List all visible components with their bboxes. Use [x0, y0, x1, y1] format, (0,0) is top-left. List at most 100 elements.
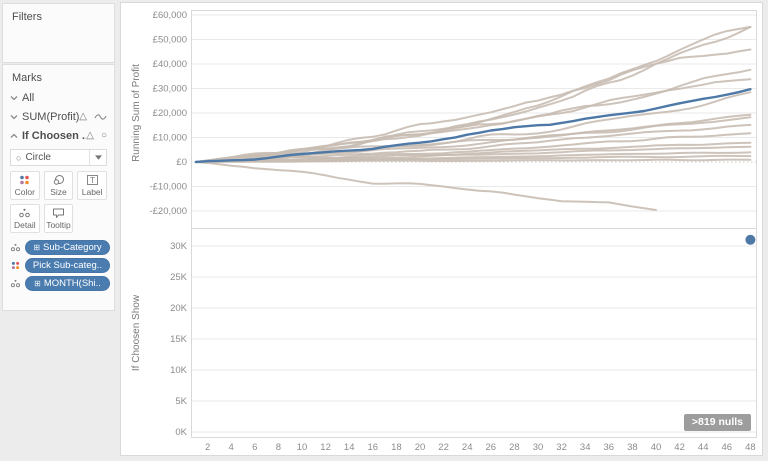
mark-type-dropdown[interactable]: ○ Circle	[10, 149, 107, 166]
detail-icon	[9, 278, 22, 289]
x-tick-label: 36	[604, 442, 615, 453]
marks-row-if-choosen[interactable]: If Choosen ... △ ○	[3, 126, 114, 145]
x-tick-label: 14	[344, 442, 355, 453]
circle-mark-icon: ○	[100, 129, 107, 141]
pill-pick-sub-category[interactable]: Pick Sub-categ..	[25, 258, 110, 273]
x-tick-label: 46	[722, 442, 733, 453]
pill-label: Sub-Category	[43, 242, 102, 253]
y-tick-label: £50,000	[153, 35, 187, 46]
delta-icon: △	[79, 110, 87, 122]
mark-type-label: Circle	[25, 152, 51, 163]
pill-sub-category[interactable]: ⊞ Sub-Category	[25, 240, 110, 255]
color-icon	[9, 260, 22, 271]
detail-button-label: Detail	[13, 220, 36, 230]
chevron-down-icon	[10, 95, 18, 100]
tooltip-button[interactable]: Tooltip	[43, 204, 74, 233]
marks-panel: Marks All SUM(Profit) △ If Choosen ... △…	[2, 64, 115, 311]
caret-down-icon	[94, 155, 102, 160]
pill-row: Pick Sub-categ..	[9, 258, 110, 273]
detail-icon	[19, 208, 31, 218]
delta-icon: △	[86, 129, 94, 141]
profit-line-context-1[interactable]	[194, 25, 752, 163]
x-tick-label: 10	[297, 442, 308, 453]
y-tick-label: £60,000	[153, 10, 187, 21]
x-tick-label: 44	[698, 442, 709, 453]
y-tick-label: £30,000	[153, 84, 187, 95]
detail-button[interactable]: Detail	[10, 204, 40, 233]
x-tick-label: 24	[462, 442, 473, 453]
y-tick-label: 20K	[170, 303, 188, 314]
marks-shelf-pills: ⊞ Sub-Category Pick Sub-categ.. ⊞ MONTH(…	[9, 240, 110, 291]
y-tick-label: 0K	[175, 427, 187, 438]
marks-row-label: If Choosen ...	[22, 129, 87, 142]
size-button-label: Size	[50, 187, 67, 197]
y-tick-label: £0	[176, 157, 187, 168]
x-tick-label: 28	[509, 442, 520, 453]
profit-line-declining[interactable]	[194, 161, 657, 211]
x-tick-label: 2	[205, 442, 210, 453]
x-tick-label: 40	[651, 442, 662, 453]
y-tick-label: 15K	[170, 334, 188, 345]
visualization-area: £60,000 £50,000 £40,000 £30,000 £20,000 £10,0…	[120, 2, 763, 456]
x-tick-label: 32	[556, 442, 567, 453]
profit-line-context-5[interactable]	[194, 78, 752, 163]
color-button-label: Color	[14, 187, 35, 197]
marks-row-sum-profit[interactable]: SUM(Profit) △	[3, 107, 114, 126]
label-button-label: Label	[81, 187, 103, 197]
pill-label: Pick Sub-categ..	[32, 260, 103, 271]
x-tick-label: 4	[229, 442, 234, 453]
svg-text:T: T	[90, 176, 95, 185]
pill-label: MONTH(Shi..	[43, 278, 101, 289]
profit-line-context-15[interactable]	[194, 158, 752, 163]
x-tick-label: 22	[438, 442, 449, 453]
marks-row-label: All	[22, 91, 35, 104]
x-tick-label: 18	[391, 442, 402, 453]
y-tick-label: £10,000	[153, 133, 187, 144]
plus-box-icon: ⊞	[33, 243, 41, 252]
x-tick-label: 42	[674, 442, 685, 453]
line-mark-icon	[94, 113, 107, 120]
dropdown-caret-button[interactable]	[89, 150, 106, 165]
plot-border	[191, 10, 757, 438]
profit-line-highlighted-pick[interactable]	[194, 88, 752, 164]
profit-line-context-2[interactable]	[194, 26, 752, 163]
line-layer	[194, 25, 752, 211]
filters-title: Filters	[12, 11, 42, 23]
marks-row-all[interactable]: All	[3, 88, 114, 107]
circle-mark-icon: ○	[16, 152, 22, 163]
x-tick-label: 12	[320, 442, 331, 453]
detail-icon	[9, 242, 22, 253]
y-tick-label: £20,000	[153, 108, 187, 119]
marks-button-grid: Color Size T Label Detail	[10, 171, 107, 233]
label-button[interactable]: T Label	[77, 171, 107, 200]
x-tick-label: 26	[486, 442, 497, 453]
y-tick-label: £40,000	[153, 59, 187, 70]
chevron-down-icon	[10, 114, 18, 119]
scatter-point[interactable]	[745, 234, 756, 245]
y-tick-label: 10K	[170, 365, 188, 376]
y-tick-label: 25K	[170, 272, 188, 283]
filters-panel: Filters	[2, 3, 115, 63]
pill-row: ⊞ Sub-Category	[9, 240, 110, 255]
chart-canvas: £60,000 £50,000 £40,000 £30,000 £20,000 £10,0…	[149, 10, 757, 453]
pill-row: ⊞ MONTH(Shi..	[9, 276, 110, 291]
size-icon	[53, 175, 64, 185]
tooltip-button-label: Tooltip	[46, 220, 71, 230]
nulls-indicator-badge[interactable]: >819 nulls	[683, 414, 751, 431]
x-tick-label: 38	[627, 442, 638, 453]
chevron-up-icon	[10, 133, 18, 138]
profit-line-context-3[interactable]	[194, 48, 752, 163]
label-icon: T	[86, 175, 98, 185]
y-tick-label: -£10,000	[149, 182, 187, 193]
y-tick-label: 30K	[170, 241, 188, 252]
x-tick-label: 34	[580, 442, 591, 453]
x-tick-label: 16	[368, 442, 379, 453]
y-tick-label: 5K	[175, 396, 187, 407]
marks-title: Marks	[12, 72, 42, 84]
size-button[interactable]: Size	[43, 171, 74, 200]
y-tick-label: -£20,000	[149, 206, 187, 217]
x-tick-label: 20	[415, 442, 426, 453]
color-button[interactable]: Color	[10, 171, 40, 200]
pill-month-ship[interactable]: ⊞ MONTH(Shi..	[25, 276, 110, 291]
profit-line-context-10[interactable]	[194, 132, 752, 163]
